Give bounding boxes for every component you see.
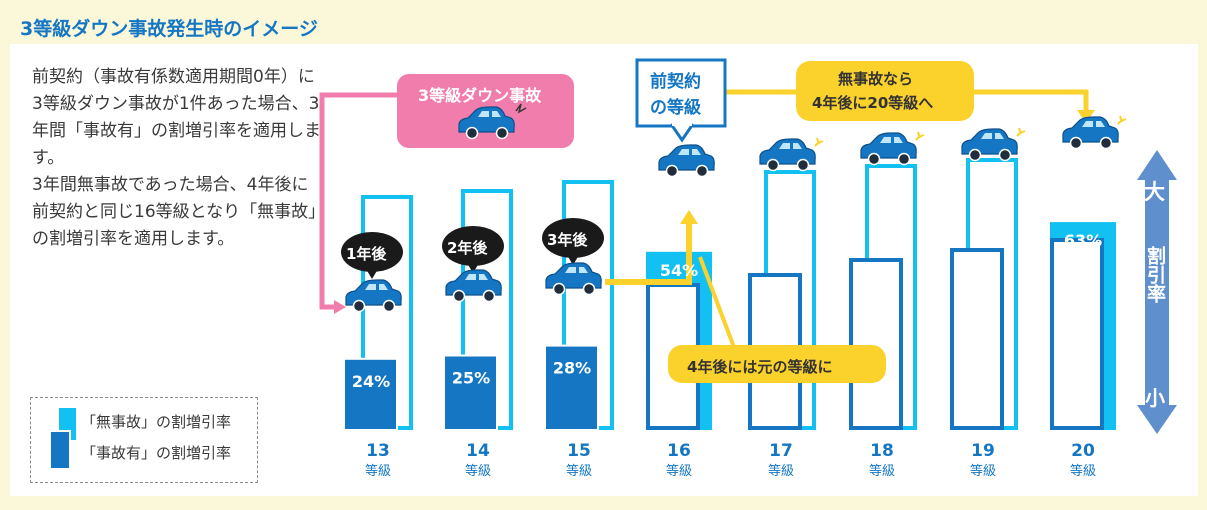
category-label-14: 14 xyxy=(466,441,490,461)
description-paragraph-2: 3年間無事故であった場合、4年後に前契約と同じ16等級となり「無事故」の割増引率… xyxy=(32,175,317,249)
scale-label-discount: 割引率 xyxy=(1144,246,1166,303)
accident-callout-label: 3等級ダウン事故 xyxy=(418,86,542,105)
no-accident-note-line2: 4年後に20等級へ xyxy=(812,94,934,112)
outline-accident-19 xyxy=(950,248,1004,430)
car-icon-19 xyxy=(961,127,1026,162)
outline-accident-20 xyxy=(1050,238,1104,430)
return-flow-arrow xyxy=(605,222,692,285)
car-icon-15 xyxy=(545,262,602,296)
accident-flow-arrow xyxy=(319,92,400,310)
category-label-18: 18 xyxy=(870,441,894,461)
year-badge-bg-3 xyxy=(542,218,604,258)
car-icon-17 xyxy=(759,137,824,172)
return-flow-arrowhead xyxy=(680,210,698,224)
return-note: 4年後には元の等級に xyxy=(687,358,833,376)
outline-accident-18 xyxy=(849,258,903,430)
category-label-16: 16 xyxy=(667,441,691,461)
data-label-accident-15: 28% xyxy=(553,359,591,378)
category-suffix-18: 等級 xyxy=(869,463,895,479)
prev-contract-label-line2: の等級 xyxy=(650,98,701,118)
data-label-accident-13: 24% xyxy=(352,372,390,391)
description: 前契約（事故有係数適用期間0年）に3等級ダウン事故が1件あった場合、3年間「事故… xyxy=(32,64,322,253)
damage-icon xyxy=(515,103,527,114)
category-suffix-14: 等級 xyxy=(465,463,491,479)
category-label-15: 15 xyxy=(567,441,591,461)
data-label-no-accident-16: 54% xyxy=(660,261,698,280)
prev-contract-pointer xyxy=(669,123,695,143)
legend-label-no-accident: 「無事故」の割増引率 xyxy=(81,413,232,431)
car-icon-16 xyxy=(658,144,715,178)
prev-contract-box xyxy=(635,58,727,128)
no-accident-note-line1: 無事故なら xyxy=(838,70,914,88)
figure-title: 3等級ダウン事故発生時のイメージ xyxy=(20,18,318,40)
accident-flow-arrowhead xyxy=(334,300,346,314)
scale-label-large: 大 xyxy=(1144,180,1165,204)
legend-swatch-accident xyxy=(49,430,71,470)
category-label-20: 20 xyxy=(1071,441,1095,461)
prev-contract-label-line1: 前契約 xyxy=(650,72,701,92)
scale-label-small: 小 xyxy=(1145,386,1165,410)
category-label-17: 17 xyxy=(769,441,793,461)
data-label-no-accident-20: 63% xyxy=(1064,231,1102,250)
category-label-13: 13 xyxy=(366,441,390,461)
year-badge-1: 1年後 xyxy=(346,245,387,263)
data-label-accident-14: 25% xyxy=(452,369,490,388)
no-accident-note-box xyxy=(796,61,974,121)
category-suffix-13: 等級 xyxy=(365,463,391,479)
upgrade-flow-arrowhead xyxy=(1077,110,1095,123)
category-suffix-19: 等級 xyxy=(970,463,996,479)
description-paragraph-1: 前契約（事故有係数適用期間0年）に3等級ダウン事故が1件あった場合、3年間「事故… xyxy=(32,67,321,168)
bar-accident-15 xyxy=(544,344,599,432)
car-icon-14 xyxy=(445,269,502,303)
year-badge-bg-2 xyxy=(442,226,504,266)
category-suffix-15: 等級 xyxy=(566,463,592,479)
year-badge-3: 3年後 xyxy=(547,231,588,249)
bar-accident-13 xyxy=(343,357,398,431)
category-label-19: 19 xyxy=(971,441,995,461)
return-note-pointer xyxy=(698,256,737,351)
damaged-car-icon xyxy=(458,106,515,140)
year-badge-bg-1 xyxy=(341,232,403,272)
car-icon-13 xyxy=(345,279,402,313)
category-suffix-17: 等級 xyxy=(768,463,794,479)
legend: 「無事故」の割増引率 「事故有」の割増引率 xyxy=(30,397,258,483)
category-suffix-16: 等級 xyxy=(666,463,692,479)
category-suffix-20: 等級 xyxy=(1070,463,1096,479)
year-badge-2: 2年後 xyxy=(447,239,488,257)
return-note-box xyxy=(668,345,886,383)
discount-scale-arrow xyxy=(1137,150,1177,434)
car-icon-20 xyxy=(1062,115,1127,150)
bar-accident-14 xyxy=(443,354,498,431)
legend-label-accident: 「事故有」の割増引率 xyxy=(81,444,232,462)
car-icon-18 xyxy=(860,131,925,166)
